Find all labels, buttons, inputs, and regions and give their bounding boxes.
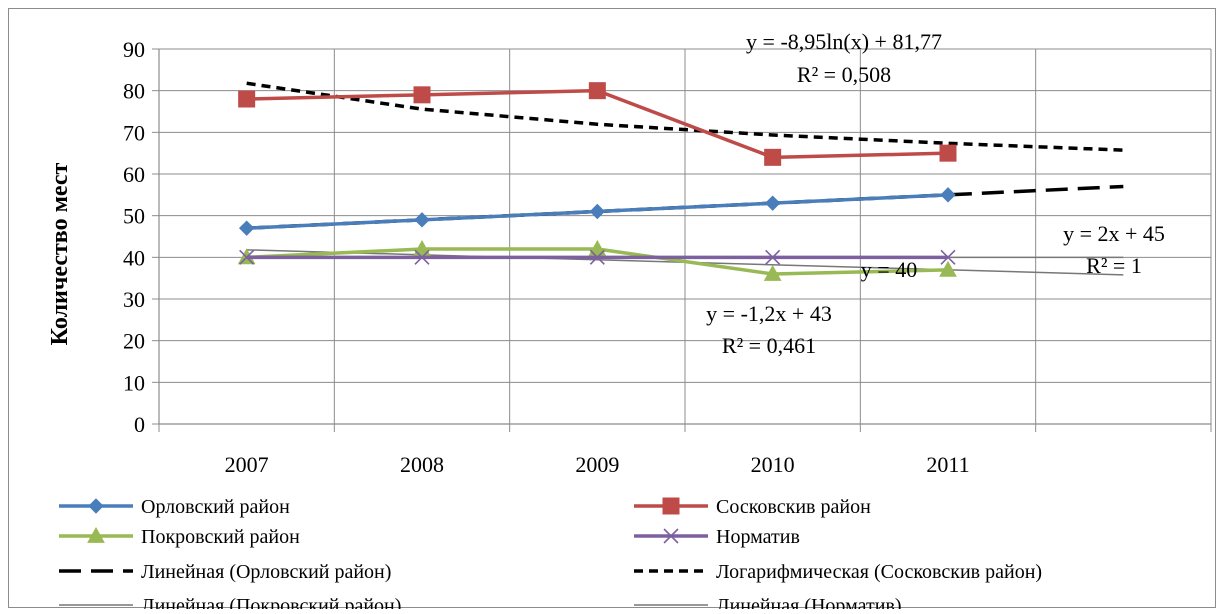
data-point-stroke bbox=[414, 249, 430, 265]
x-axis-ticks: 2007 2008 2009 2010 2011 bbox=[225, 452, 970, 477]
data-point bbox=[88, 498, 104, 514]
data-series bbox=[237, 82, 957, 281]
data-point bbox=[589, 249, 605, 265]
data-point bbox=[414, 212, 430, 228]
y-tick-label: 60 bbox=[123, 162, 145, 187]
legend-item: Норматив bbox=[634, 526, 800, 548]
data-point-stroke bbox=[589, 249, 605, 265]
y-tick-label: 50 bbox=[123, 204, 145, 229]
data-point bbox=[238, 220, 255, 236]
data-point bbox=[588, 82, 606, 100]
line-chart: 0 10 20 30 40 50 60 70 80 90 2007 2008 2009 2010 2011… bbox=[47, 29, 1212, 609]
x-tick-label: 2010 bbox=[751, 452, 795, 477]
legend: Орловский район Сосковскив район Покровски… bbox=[59, 496, 1042, 609]
y-tick-label: 20 bbox=[123, 329, 145, 354]
trend-equation: y = -1,2x + 43 bbox=[706, 301, 832, 326]
x-tick-label: 2011 bbox=[926, 452, 969, 477]
data-point bbox=[414, 249, 430, 265]
data-point-stroke bbox=[663, 528, 679, 544]
trend-equation: y = 2x + 45 bbox=[1063, 221, 1165, 246]
data-point bbox=[940, 187, 956, 203]
data-point-stroke bbox=[239, 249, 255, 265]
legend-item: Линейная (Орловский район) bbox=[59, 561, 391, 583]
legend-label: Линейная (Покровский район) bbox=[141, 595, 401, 609]
data-point bbox=[588, 239, 607, 256]
trend-equations: y = -8,95ln(x) + 81,77 R² = 0,508 y = 2x +… bbox=[706, 29, 1165, 358]
trendline bbox=[246, 81, 1124, 152]
data-point bbox=[663, 528, 679, 544]
legend-label: Логарифмическая (Сосковскив район) bbox=[716, 561, 1042, 583]
legend-label: Линейная (Норматив) bbox=[716, 595, 902, 609]
y-axis-ticks: 0 10 20 30 40 50 60 70 80 90 bbox=[123, 37, 159, 437]
legend-item: Логарифмическая (Сосковскив район) bbox=[634, 561, 1042, 583]
data-point bbox=[764, 195, 781, 211]
data-point bbox=[589, 203, 606, 220]
trend-r-squared: R² = 1 bbox=[1086, 253, 1142, 278]
y-tick-label: 0 bbox=[134, 412, 145, 437]
data-point bbox=[238, 90, 256, 108]
legend-label: Орловский район bbox=[141, 496, 290, 518]
legend-label: Норматив bbox=[716, 526, 800, 548]
data-point bbox=[413, 239, 431, 256]
trend-r-squared: R² = 0,508 bbox=[797, 62, 891, 87]
data-point bbox=[939, 260, 957, 277]
data-point-stroke bbox=[940, 249, 956, 265]
y-tick-label: 30 bbox=[123, 287, 145, 312]
data-point bbox=[764, 148, 782, 166]
data-point-stroke bbox=[765, 249, 781, 265]
legend-item: Линейная (Покровский район) bbox=[59, 595, 401, 609]
data-point bbox=[87, 526, 105, 543]
trend-equation: y = -8,95ln(x) + 81,77 bbox=[746, 29, 942, 54]
y-tick-label: 70 bbox=[123, 120, 145, 145]
legend-label: Сосковскив район bbox=[716, 496, 871, 518]
x-tick-label: 2007 bbox=[225, 452, 269, 477]
data-point bbox=[413, 86, 431, 104]
chart-frame: 0 10 20 30 40 50 60 70 80 90 2007 2008 2009 2010 2011… bbox=[8, 8, 1216, 609]
y-tick-label: 80 bbox=[123, 79, 145, 104]
data-point bbox=[662, 497, 680, 515]
data-point bbox=[765, 249, 781, 265]
trend-r-squared: R² = 0,461 bbox=[722, 333, 816, 358]
x-tick-label: 2009 bbox=[575, 452, 619, 477]
data-point bbox=[763, 264, 782, 281]
legend-label: Линейная (Орловский район) bbox=[141, 561, 391, 583]
legend-item: Сосковскив район bbox=[634, 496, 871, 518]
gridlines bbox=[158, 48, 1212, 432]
y-tick-label: 40 bbox=[123, 245, 145, 270]
y-tick-label: 10 bbox=[123, 370, 145, 395]
legend-item: Покровский район bbox=[59, 526, 300, 548]
trend-equation: y = 40 bbox=[861, 257, 917, 282]
data-point bbox=[239, 249, 255, 265]
y-axis-label: Количество мест bbox=[47, 162, 73, 345]
data-point bbox=[940, 249, 956, 265]
data-point bbox=[939, 144, 957, 162]
y-tick-label: 90 bbox=[123, 37, 145, 62]
legend-item: Линейная (Норматив) bbox=[634, 595, 902, 609]
legend-item: Орловский район bbox=[59, 496, 290, 518]
x-tick-label: 2008 bbox=[400, 452, 444, 477]
legend-label: Покровский район bbox=[141, 526, 300, 548]
